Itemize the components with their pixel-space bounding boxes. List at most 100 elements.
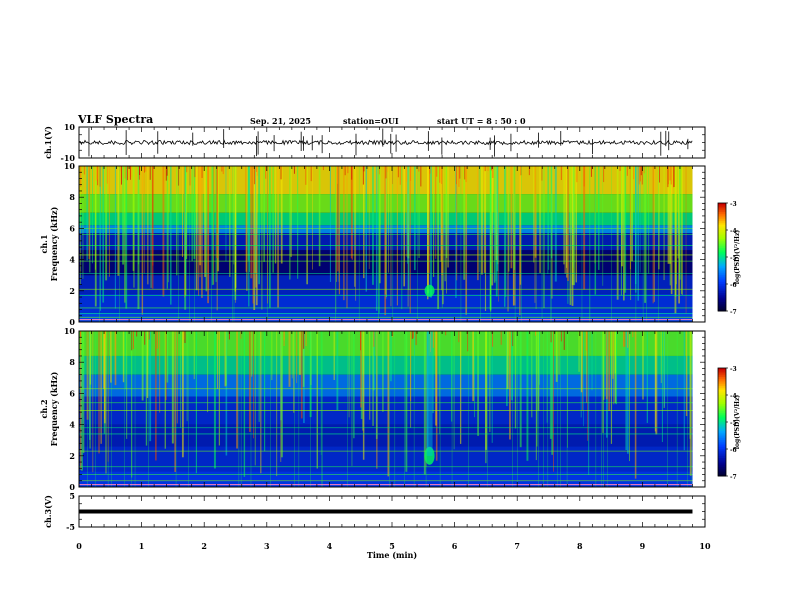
- sferic-streak: [258, 166, 260, 285]
- sferic-streak: [680, 166, 683, 295]
- sferic-tip: [432, 331, 434, 348]
- sferic-tip: [638, 166, 640, 185]
- sferic-streak: [316, 331, 318, 469]
- sferic-tip: [641, 166, 643, 185]
- spectrogram-band: [79, 424, 693, 447]
- sferic-streak: [117, 166, 120, 276]
- sferic-streak: [432, 331, 434, 414]
- sferic-tip: [392, 166, 394, 185]
- sferic-streak: [264, 331, 266, 452]
- sferic-streak: [477, 166, 479, 281]
- colorbar-cell: [718, 210, 726, 213]
- sferic-streak: [506, 331, 509, 389]
- colorbar-cell: [718, 255, 726, 258]
- sferic-streak: [608, 331, 610, 411]
- sferic-streak: [217, 166, 220, 272]
- sferic-streak: [613, 331, 615, 405]
- sferic-streak: [413, 166, 416, 271]
- sferic-streak: [372, 166, 374, 285]
- colorbar-tick-label: -6: [730, 447, 737, 454]
- sferic-streak: [291, 331, 293, 379]
- sferic-streak: [211, 166, 214, 286]
- sferic-streak: [591, 331, 593, 391]
- sferic-streak: [346, 166, 348, 309]
- sferic-tip: [458, 166, 460, 187]
- sferic-tip: [420, 166, 422, 187]
- sferic-streak: [186, 166, 188, 260]
- colorbar-cell: [718, 409, 726, 412]
- sferic-streak: [126, 331, 128, 439]
- colorbar-cell: [718, 445, 726, 448]
- sferic-tip: [96, 166, 98, 180]
- sferic-streak: [483, 166, 486, 273]
- sferic-tip: [639, 166, 641, 182]
- y-tick-label: 8: [69, 192, 75, 202]
- x-tick-label: 0: [76, 541, 82, 551]
- colorbar-cell: [718, 404, 726, 407]
- colorbar-cell: [718, 224, 726, 227]
- sferic-streak: [110, 331, 112, 383]
- colorbar-cell: [718, 206, 726, 209]
- colorbar-cell: [718, 226, 726, 229]
- sferic-tip: [560, 331, 562, 342]
- sferic-streak: [583, 331, 584, 427]
- sferic-streak: [114, 331, 117, 386]
- sferic-streak: [585, 331, 587, 403]
- sferic-tip: [194, 166, 196, 178]
- sferic-streak: [444, 166, 446, 282]
- sferic-streak: [263, 166, 265, 262]
- sferic-tip: [143, 166, 145, 173]
- colorbar-cell: [718, 402, 726, 405]
- colorbar-cell: [718, 260, 726, 263]
- sferic-streak: [498, 166, 499, 302]
- colorbar-cell: [718, 217, 726, 220]
- sferic-streak: [280, 166, 283, 264]
- sferic-streak: [667, 166, 670, 264]
- colorbar-cell: [718, 228, 726, 231]
- sferic-streak: [204, 166, 207, 277]
- sferic-streak: [351, 166, 353, 260]
- sferic-streak: [456, 166, 458, 281]
- sferic-streak: [430, 166, 432, 298]
- sferic-streak: [602, 331, 604, 433]
- colorbar-cell: [718, 393, 726, 396]
- sferic-tip: [183, 331, 185, 340]
- sferic-streak: [150, 166, 152, 288]
- colorbar-cell: [718, 231, 726, 235]
- sferic-streak: [86, 166, 88, 261]
- sferic-streak: [122, 166, 125, 265]
- sferic-streak: [333, 331, 335, 380]
- sferic-streak: [122, 331, 125, 383]
- sferic-streak: [631, 166, 633, 262]
- sferic-streak: [167, 166, 169, 283]
- sferic-streak: [537, 331, 540, 411]
- sferic-streak: [405, 331, 408, 472]
- sferic-streak: [125, 331, 127, 389]
- figure-station: station=OUI: [343, 116, 399, 126]
- sferic-tip: [104, 331, 106, 339]
- colorbar-cell: [718, 386, 726, 389]
- x-tick-label: 5: [389, 541, 395, 551]
- sferic-tip: [166, 166, 168, 176]
- sferic-streak: [534, 166, 537, 258]
- x-tick-label: 10: [699, 541, 711, 551]
- sferic-streak: [407, 166, 410, 290]
- sferic-tip: [148, 331, 150, 340]
- sferic-streak: [81, 331, 83, 418]
- sferic-streak: [555, 331, 558, 382]
- colorbar-cell: [718, 298, 726, 301]
- sferic-streak: [598, 166, 600, 270]
- sferic-tip: [120, 166, 122, 185]
- sferic-streak: [272, 166, 274, 273]
- colorbar-cell: [718, 422, 726, 425]
- sferic-streak: [548, 166, 550, 270]
- sferic-streak: [199, 166, 202, 266]
- colorbar-cell: [718, 400, 726, 403]
- sferic-streak: [104, 331, 106, 424]
- sferic-tip: [360, 331, 362, 351]
- colorbar-cell: [718, 431, 726, 434]
- colorbar-cell: [718, 387, 726, 391]
- colorbar-tick-label: -3: [730, 201, 737, 208]
- y-tick-label: 6: [69, 388, 75, 398]
- sferic-tip: [387, 166, 389, 172]
